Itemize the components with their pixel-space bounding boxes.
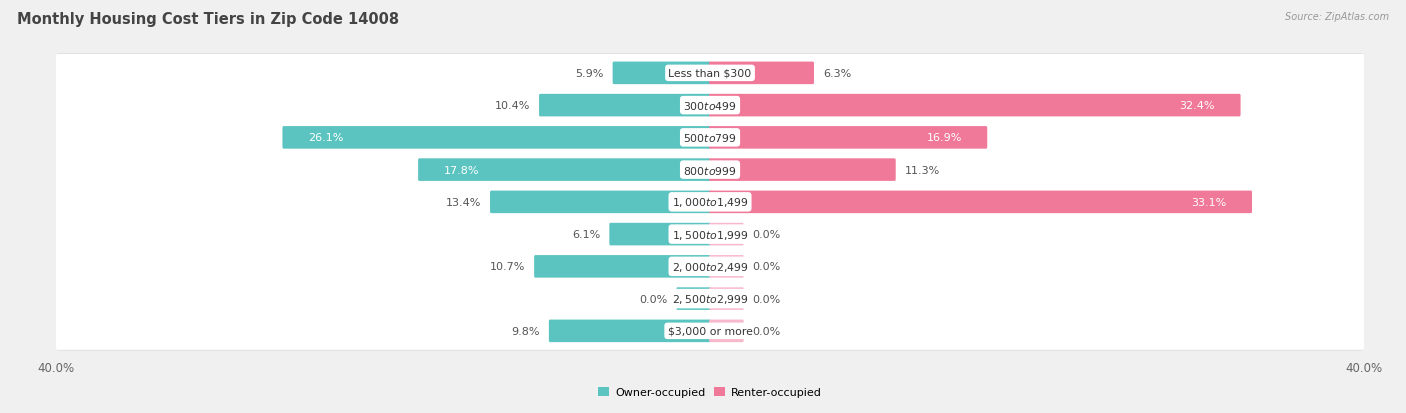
- Text: $800 to $999: $800 to $999: [683, 164, 737, 176]
- FancyBboxPatch shape: [55, 216, 1365, 254]
- FancyBboxPatch shape: [709, 191, 1251, 214]
- FancyBboxPatch shape: [418, 159, 711, 181]
- Text: $3,000 or more: $3,000 or more: [668, 326, 752, 336]
- FancyBboxPatch shape: [56, 86, 1364, 126]
- FancyBboxPatch shape: [676, 287, 711, 310]
- FancyBboxPatch shape: [491, 191, 711, 214]
- FancyBboxPatch shape: [283, 127, 711, 149]
- FancyBboxPatch shape: [548, 320, 711, 342]
- FancyBboxPatch shape: [56, 151, 1364, 190]
- Text: 16.9%: 16.9%: [927, 133, 962, 143]
- Text: 32.4%: 32.4%: [1180, 101, 1215, 111]
- FancyBboxPatch shape: [709, 256, 744, 278]
- Text: 6.1%: 6.1%: [572, 230, 600, 240]
- Text: $1,500 to $1,999: $1,500 to $1,999: [672, 228, 748, 241]
- FancyBboxPatch shape: [609, 223, 711, 246]
- FancyBboxPatch shape: [56, 279, 1364, 318]
- FancyBboxPatch shape: [709, 287, 744, 310]
- Text: 13.4%: 13.4%: [446, 197, 481, 207]
- FancyBboxPatch shape: [56, 183, 1364, 222]
- Text: $500 to $799: $500 to $799: [683, 132, 737, 144]
- FancyBboxPatch shape: [709, 223, 744, 246]
- FancyBboxPatch shape: [613, 62, 711, 85]
- Text: $300 to $499: $300 to $499: [683, 100, 737, 112]
- FancyBboxPatch shape: [55, 87, 1365, 125]
- Text: $2,000 to $2,499: $2,000 to $2,499: [672, 260, 748, 273]
- Text: $2,500 to $2,999: $2,500 to $2,999: [672, 292, 748, 305]
- FancyBboxPatch shape: [55, 183, 1365, 221]
- FancyBboxPatch shape: [55, 55, 1365, 93]
- Text: Monthly Housing Cost Tiers in Zip Code 14008: Monthly Housing Cost Tiers in Zip Code 1…: [17, 12, 399, 27]
- FancyBboxPatch shape: [55, 248, 1365, 286]
- Text: 9.8%: 9.8%: [512, 326, 540, 336]
- Text: 0.0%: 0.0%: [752, 230, 780, 240]
- Text: 0.0%: 0.0%: [640, 294, 668, 304]
- Text: 26.1%: 26.1%: [308, 133, 343, 143]
- FancyBboxPatch shape: [709, 95, 1240, 117]
- FancyBboxPatch shape: [709, 320, 744, 342]
- FancyBboxPatch shape: [709, 127, 987, 149]
- Text: 10.4%: 10.4%: [495, 101, 530, 111]
- Text: 11.3%: 11.3%: [904, 165, 939, 175]
- Legend: Owner-occupied, Renter-occupied: Owner-occupied, Renter-occupied: [599, 387, 821, 397]
- FancyBboxPatch shape: [55, 312, 1365, 350]
- Text: 17.8%: 17.8%: [444, 165, 479, 175]
- Text: 5.9%: 5.9%: [575, 69, 603, 78]
- Text: Source: ZipAtlas.com: Source: ZipAtlas.com: [1285, 12, 1389, 22]
- FancyBboxPatch shape: [55, 280, 1365, 318]
- FancyBboxPatch shape: [538, 95, 711, 117]
- FancyBboxPatch shape: [709, 62, 814, 85]
- Text: 6.3%: 6.3%: [823, 69, 851, 78]
- Text: 10.7%: 10.7%: [489, 262, 526, 272]
- Text: 33.1%: 33.1%: [1191, 197, 1226, 207]
- Text: 0.0%: 0.0%: [752, 294, 780, 304]
- Text: 0.0%: 0.0%: [752, 326, 780, 336]
- FancyBboxPatch shape: [56, 311, 1364, 351]
- FancyBboxPatch shape: [55, 151, 1365, 189]
- Text: Less than $300: Less than $300: [668, 69, 752, 78]
- FancyBboxPatch shape: [709, 159, 896, 181]
- Text: $1,000 to $1,499: $1,000 to $1,499: [672, 196, 748, 209]
- FancyBboxPatch shape: [534, 256, 711, 278]
- FancyBboxPatch shape: [55, 119, 1365, 157]
- Text: 0.0%: 0.0%: [752, 262, 780, 272]
- FancyBboxPatch shape: [56, 119, 1364, 158]
- FancyBboxPatch shape: [56, 215, 1364, 254]
- FancyBboxPatch shape: [56, 54, 1364, 93]
- FancyBboxPatch shape: [56, 247, 1364, 286]
